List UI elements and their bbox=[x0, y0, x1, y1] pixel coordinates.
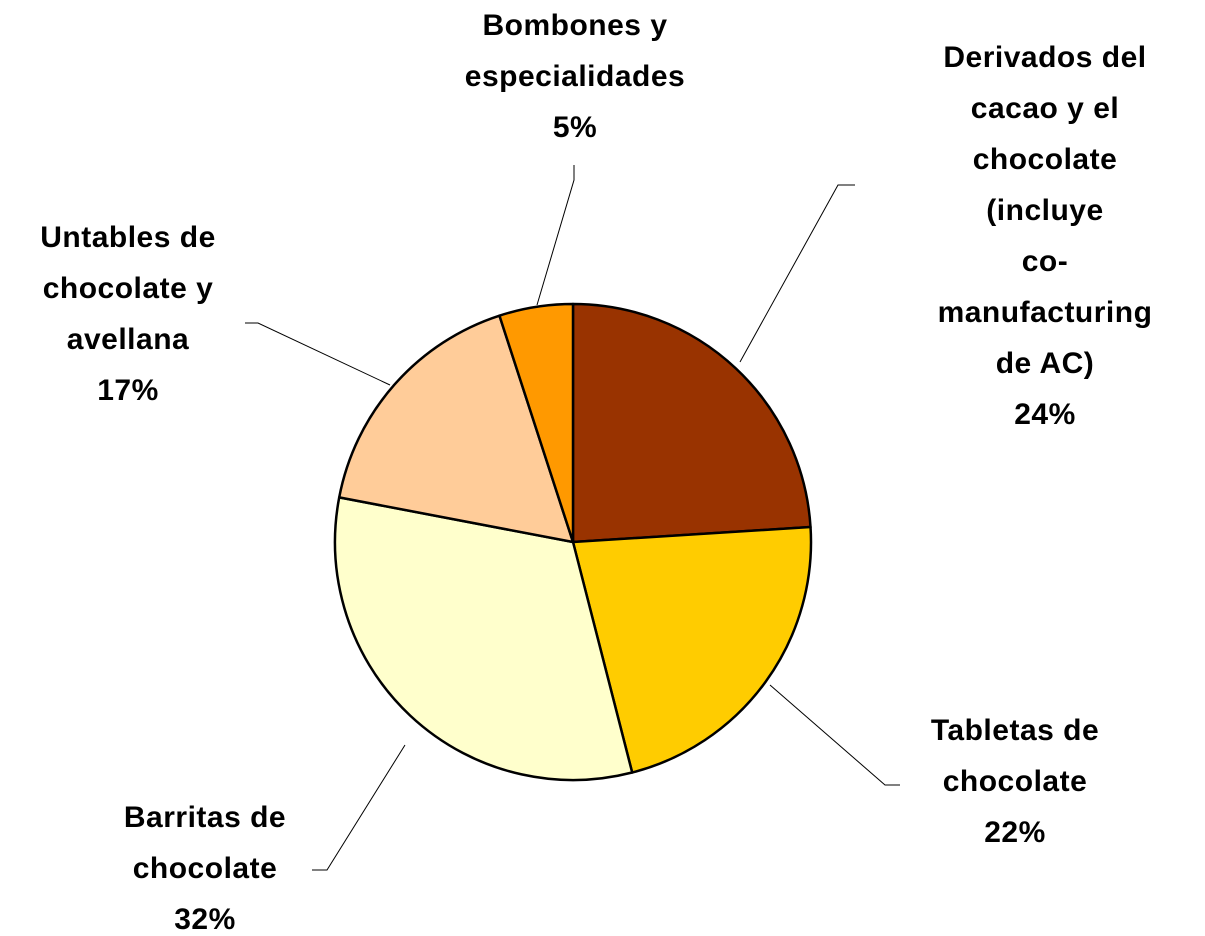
category-label: Tabletas de chocolate bbox=[930, 714, 1100, 798]
pie-slice bbox=[498, 302, 575, 544]
slice-label: Bombones y especialidades 5% bbox=[465, 0, 685, 153]
value-label: 32% bbox=[174, 903, 236, 936]
slice-label: Barritas de chocolate 32% bbox=[124, 792, 286, 936]
slice-label: Untables de chocolate y avellana 17% bbox=[40, 212, 216, 416]
value-label: 22% bbox=[984, 816, 1046, 849]
pie-slice bbox=[571, 525, 813, 774]
value-label: 17% bbox=[97, 374, 159, 407]
leader-line bbox=[769, 684, 900, 786]
slice-label: Tabletas de chocolate 22% bbox=[931, 705, 1099, 858]
slice-label: Derivados del cacao y el chocolate (incl… bbox=[938, 32, 1153, 440]
category-label: Untables de chocolate y avellana bbox=[40, 221, 216, 356]
pie-slice bbox=[571, 302, 812, 544]
category-label: Derivados del cacao y el chocolate (incl… bbox=[937, 41, 1153, 380]
leader-lines bbox=[245, 165, 900, 871]
category-label: Barritas de chocolate bbox=[123, 801, 287, 885]
leader-line bbox=[245, 322, 391, 386]
value-label: 24% bbox=[1014, 398, 1076, 431]
leader-line bbox=[536, 165, 575, 306]
value-label: 5% bbox=[552, 111, 598, 144]
pie-slice bbox=[333, 496, 634, 782]
leader-line bbox=[312, 744, 406, 871]
category-label: Bombones y especialidades bbox=[464, 9, 686, 93]
pie-slice bbox=[337, 314, 575, 544]
leader-line bbox=[739, 184, 855, 363]
